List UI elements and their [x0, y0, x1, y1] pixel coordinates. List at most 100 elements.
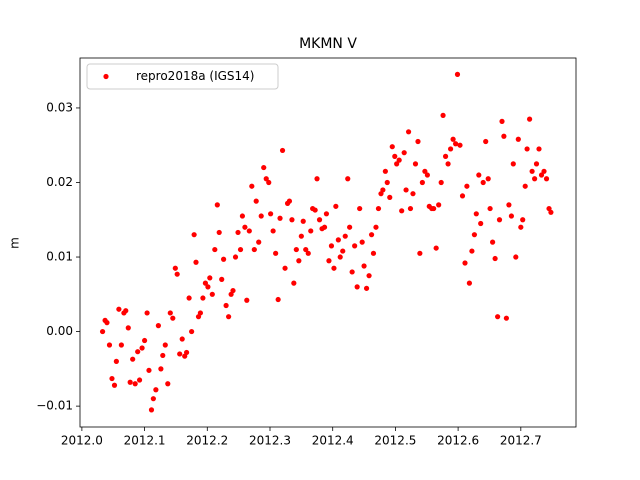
- point: [209, 291, 215, 297]
- point: [407, 205, 414, 212]
- point: [279, 147, 286, 154]
- point: [499, 118, 505, 124]
- point: [223, 302, 229, 309]
- point: [130, 356, 136, 362]
- point: [282, 265, 288, 271]
- point: [170, 315, 176, 321]
- point: [109, 375, 115, 382]
- point: [389, 144, 395, 150]
- x-tick-label: 2012.7: [500, 434, 542, 448]
- point: [396, 157, 402, 163]
- point: [347, 224, 353, 230]
- point: [431, 205, 437, 212]
- point: [305, 250, 311, 256]
- point: [354, 284, 360, 290]
- point: [349, 269, 355, 275]
- point: [249, 183, 255, 189]
- point: [235, 229, 241, 236]
- point: [116, 306, 122, 312]
- point: [165, 381, 171, 387]
- point: [214, 202, 220, 208]
- point: [286, 198, 293, 204]
- point: [417, 250, 423, 256]
- point: [328, 243, 335, 249]
- point: [394, 161, 400, 167]
- point: [340, 248, 346, 254]
- point: [298, 233, 304, 239]
- point: [518, 224, 524, 230]
- point: [447, 146, 454, 152]
- point: [253, 198, 259, 204]
- point: [370, 250, 377, 256]
- y-tick-label: 0.02: [46, 175, 73, 189]
- point: [189, 328, 195, 335]
- point: [361, 263, 367, 269]
- point: [363, 285, 370, 291]
- point: [174, 271, 180, 277]
- y-tick-label: −0.01: [36, 399, 73, 413]
- point: [442, 153, 449, 159]
- point: [118, 342, 124, 348]
- point: [380, 187, 386, 193]
- point: [132, 381, 138, 387]
- point: [273, 250, 279, 256]
- point: [303, 246, 309, 253]
- point: [193, 259, 199, 265]
- point: [333, 203, 339, 209]
- point: [244, 297, 250, 303]
- point: [337, 254, 343, 260]
- point: [548, 209, 554, 215]
- point: [492, 255, 498, 262]
- point: [113, 358, 119, 364]
- point: [135, 349, 141, 355]
- legend-label: repro2018a (IGS14): [136, 69, 254, 83]
- point: [256, 239, 262, 245]
- point: [476, 172, 482, 178]
- point: [136, 377, 143, 383]
- axes-frame: [79, 57, 577, 428]
- point: [438, 179, 444, 186]
- x-tick-label: 2012.4: [312, 434, 354, 448]
- point: [177, 351, 183, 357]
- point: [207, 275, 213, 281]
- legend-marker: [103, 73, 109, 80]
- point: [191, 232, 197, 238]
- point: [433, 245, 439, 251]
- point: [268, 211, 274, 217]
- point: [275, 296, 281, 303]
- point: [150, 396, 156, 402]
- point: [387, 194, 393, 200]
- point: [352, 243, 358, 249]
- point: [532, 176, 538, 182]
- point: [291, 280, 297, 286]
- point: [410, 191, 416, 197]
- point: [454, 71, 461, 77]
- point: [526, 116, 533, 122]
- point: [520, 217, 526, 223]
- y-tick-label: 0.00: [46, 324, 73, 338]
- point: [125, 325, 131, 331]
- y-tick-label: 0.03: [46, 100, 73, 114]
- point: [401, 150, 407, 156]
- point: [412, 161, 419, 167]
- point: [506, 202, 512, 208]
- point: [277, 215, 283, 221]
- point: [471, 232, 478, 238]
- point: [515, 136, 521, 142]
- point: [487, 205, 493, 212]
- point: [205, 284, 211, 290]
- point: [345, 176, 351, 182]
- point: [485, 176, 491, 182]
- point: [99, 328, 106, 335]
- point: [524, 146, 530, 152]
- point: [513, 254, 519, 260]
- point: [541, 168, 547, 174]
- point: [226, 314, 232, 320]
- point: [237, 246, 244, 253]
- point: [289, 217, 295, 223]
- point: [316, 217, 323, 223]
- point: [399, 208, 405, 214]
- point: [382, 168, 388, 174]
- x-tick-label: 2012.3: [249, 434, 291, 448]
